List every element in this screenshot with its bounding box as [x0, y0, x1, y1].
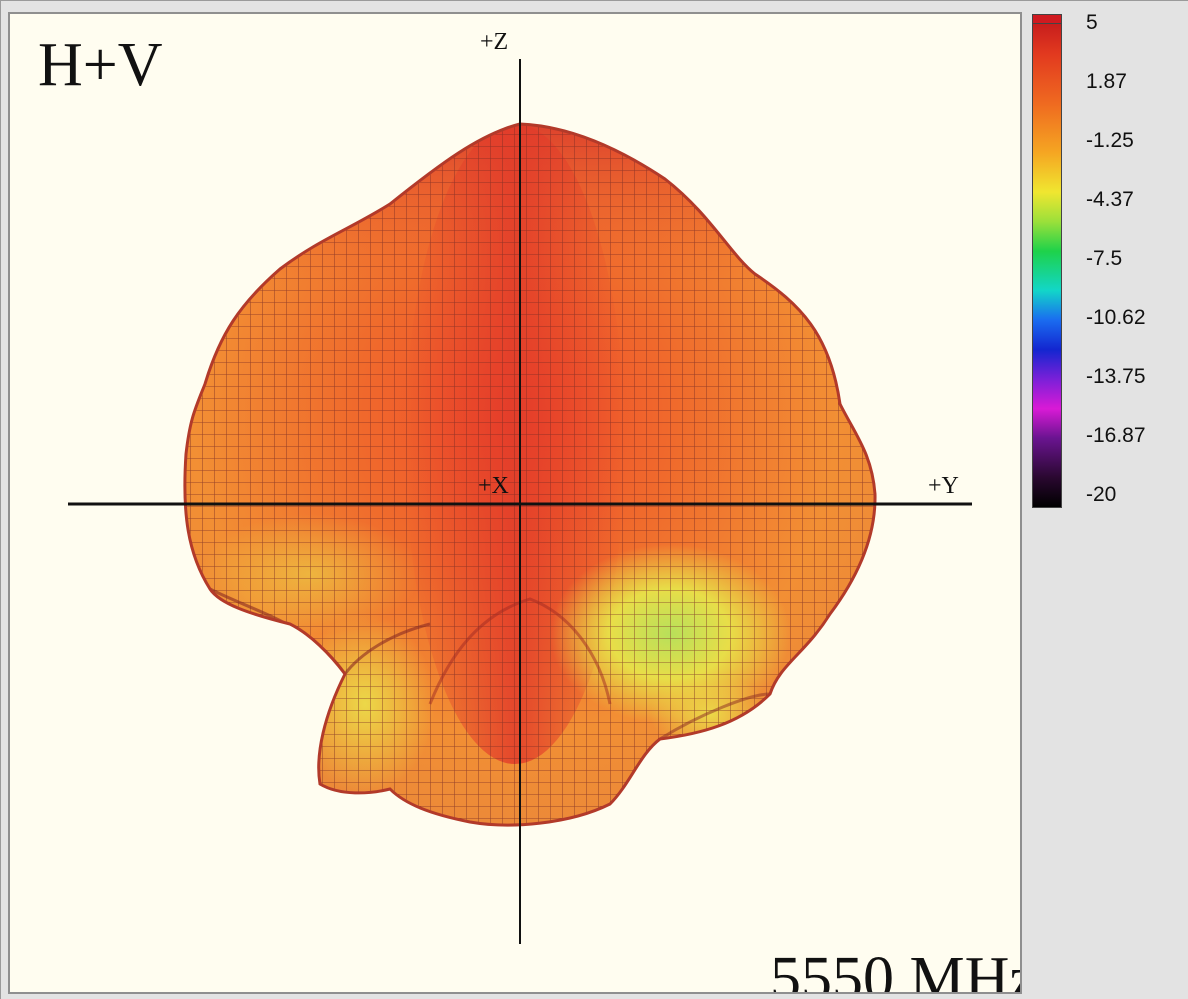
- colorbar-max-swatch: [1032, 14, 1062, 24]
- colorbar-tick-label: -20: [1086, 483, 1117, 506]
- frequency-label: 5550 MHz: [770, 945, 1022, 994]
- pattern-surface: [184, 124, 876, 825]
- colorbar: [1032, 14, 1062, 508]
- radiation-pattern-3d: [68, 59, 972, 944]
- colorbar-tick-label: -1.25: [1086, 129, 1134, 152]
- colorbar-tick-label: -16.87: [1086, 424, 1146, 447]
- colorbar-tick-label: 5: [1086, 11, 1098, 34]
- y-axis-label: +Y: [928, 473, 959, 499]
- polarization-label: H+V: [38, 31, 163, 99]
- radiation-pattern-viewport[interactable]: H+V +Z +X +Y 5550 MHz: [8, 12, 1022, 994]
- colorbar-tick-label: -4.37: [1086, 188, 1134, 211]
- colorbar-tick-label: -7.5: [1086, 247, 1123, 270]
- x-axis-label: +X: [478, 473, 509, 499]
- colorbar-tick-label: -13.75: [1086, 365, 1146, 388]
- z-axis-label: +Z: [480, 29, 509, 55]
- colorbar-tick-label: 1.87: [1086, 70, 1127, 93]
- colorbar-tick-label: -10.62: [1086, 306, 1146, 329]
